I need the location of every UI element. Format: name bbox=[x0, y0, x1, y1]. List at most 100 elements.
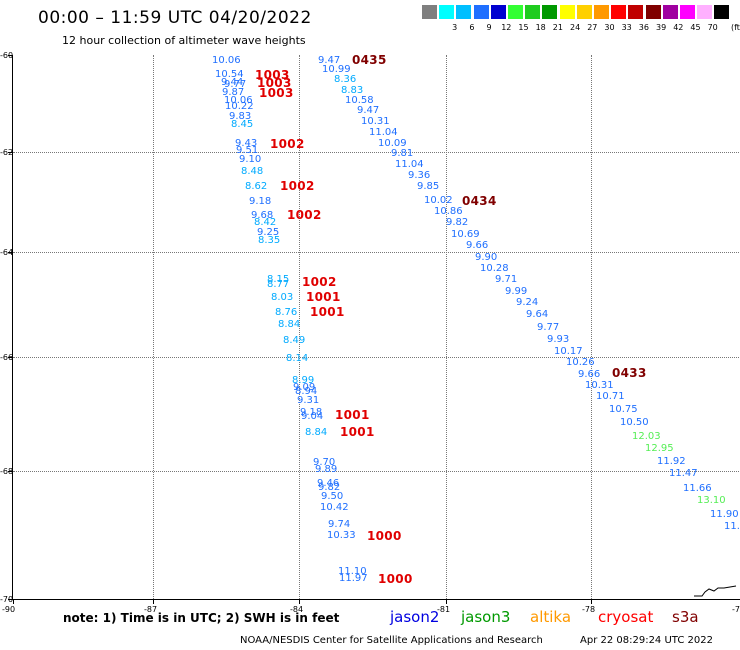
legend-swatch bbox=[422, 5, 437, 19]
wave-height-value: 8.45 bbox=[231, 119, 254, 130]
wave-height-value: 8.76 bbox=[275, 307, 298, 318]
wave-height-value: 11.92 bbox=[657, 456, 686, 467]
wave-height-value: 8.15 bbox=[267, 274, 290, 285]
legend-label: 18 bbox=[535, 23, 546, 32]
legend-label: 12 bbox=[501, 23, 512, 32]
legend-swatch bbox=[456, 5, 472, 19]
wave-height-value: 9.51 bbox=[236, 145, 259, 156]
wave-height-value: 9.83 bbox=[229, 111, 252, 122]
wave-height-value: 9.77 bbox=[537, 322, 560, 333]
lon-tick bbox=[446, 599, 447, 604]
wave-height-value: 9.46 bbox=[317, 478, 340, 489]
legend-label: 70 bbox=[707, 23, 718, 32]
pass-label: 0434 bbox=[462, 194, 497, 208]
lon-tick bbox=[153, 599, 154, 604]
wave-height-value: 9.24 bbox=[516, 297, 539, 308]
wave-height-value: 11.04 bbox=[395, 159, 424, 170]
legend-swatch bbox=[490, 5, 506, 19]
pass-label: 0433 bbox=[612, 366, 647, 380]
mission-jason3: jason3 bbox=[461, 608, 511, 626]
lon-tick bbox=[299, 599, 300, 604]
legend-swatch bbox=[576, 5, 592, 19]
wave-height-value: 11.90 bbox=[710, 509, 739, 520]
legend-label: 36 bbox=[638, 23, 649, 32]
lat-label: -62 bbox=[0, 148, 14, 157]
wave-height-value: 8.99 bbox=[292, 375, 315, 386]
wave-height-value: 10.71 bbox=[596, 391, 625, 402]
wave-height-value: 11.47 bbox=[669, 468, 698, 479]
mission-cryosat: cryosat bbox=[598, 608, 654, 626]
legend-label: 45 bbox=[690, 23, 701, 32]
pass-label: 1002 bbox=[280, 179, 315, 193]
legend-swatch bbox=[473, 5, 489, 19]
wave-height-value: 10.86 bbox=[434, 206, 463, 217]
mission-jason2: jason2 bbox=[390, 608, 440, 626]
legend-swatch bbox=[645, 5, 661, 19]
lat-gridline bbox=[13, 357, 740, 358]
legend-label: 21 bbox=[552, 23, 563, 32]
legend-swatch bbox=[628, 5, 644, 19]
lat-tick bbox=[8, 357, 13, 358]
lon-gridline bbox=[299, 55, 300, 599]
wave-height-value: 9.25 bbox=[257, 227, 280, 238]
wave-height-value: 9.47 bbox=[318, 55, 341, 66]
wave-height-value: 9.66 bbox=[578, 369, 601, 380]
legend-label: 3 bbox=[452, 23, 458, 32]
pass-label: 1000 bbox=[378, 572, 413, 586]
generated-timestamp: Apr 22 08:29:24 UTC 2022 bbox=[580, 635, 713, 646]
legend-swatch bbox=[559, 5, 575, 19]
wave-height-value: 10.31 bbox=[585, 380, 614, 391]
lon-label: -78 bbox=[582, 605, 596, 614]
wave-height-value: 9.47 bbox=[357, 105, 380, 116]
wave-height-value: 10.17 bbox=[554, 346, 583, 357]
lat-tick bbox=[8, 471, 13, 472]
wave-height-value: 11.97 bbox=[339, 573, 368, 584]
wave-height-value: 9.31 bbox=[297, 395, 320, 406]
wave-height-value: 9.77 bbox=[224, 79, 247, 90]
mission-s3a: s3a bbox=[672, 608, 699, 626]
legend-swatch bbox=[680, 5, 695, 19]
legend-label: 15 bbox=[518, 23, 529, 32]
pass-label: 1002 bbox=[270, 137, 305, 151]
wave-height-value: 10.33 bbox=[327, 530, 356, 541]
wave-height-value: 10.31 bbox=[361, 116, 390, 127]
wave-height-value: 10.09 bbox=[378, 138, 407, 149]
legend-label: 24 bbox=[570, 23, 581, 32]
legend-unit: (ft) bbox=[731, 23, 740, 32]
pass-label: 1002 bbox=[302, 275, 337, 289]
lat-tick bbox=[8, 152, 13, 153]
wave-height-value: 9.09 bbox=[293, 382, 316, 393]
pass-label: 1001 bbox=[335, 408, 370, 422]
wave-height-value: 8.94 bbox=[295, 386, 318, 397]
wave-height-value: 8.83 bbox=[341, 85, 364, 96]
legend-swatch bbox=[508, 5, 523, 19]
wave-height-value: 9.43 bbox=[235, 138, 258, 149]
footer-note: note: 1) Time is in UTC; 2) SWH is in fe… bbox=[63, 611, 340, 625]
lat-tick bbox=[8, 252, 13, 253]
lat-label: -68 bbox=[0, 467, 14, 476]
legend-swatch bbox=[714, 5, 730, 19]
lat-label: -64 bbox=[0, 248, 14, 257]
lon-gridline bbox=[446, 55, 447, 599]
wave-height-value: 8.48 bbox=[241, 166, 264, 177]
pass-label: 1000 bbox=[367, 529, 402, 543]
lon-gridline bbox=[591, 55, 592, 599]
legend-swatch bbox=[697, 5, 713, 19]
wave-height-value: 9.82 bbox=[318, 482, 341, 493]
wave-height-value: 9.70 bbox=[313, 457, 336, 468]
lat-label: -60 bbox=[0, 51, 14, 60]
wave-height-value: 8.84 bbox=[278, 319, 301, 330]
wave-height-value: 11. bbox=[724, 521, 740, 532]
wave-height-value: 9.74 bbox=[328, 519, 351, 530]
wave-height-value: 10.06 bbox=[212, 55, 241, 66]
wave-height-value: 10.54 bbox=[215, 69, 244, 80]
legend-swatch bbox=[525, 5, 541, 19]
wave-height-value: 9.85 bbox=[417, 181, 440, 192]
wave-height-value: 12.95 bbox=[645, 443, 674, 454]
wave-height-value: 9.81 bbox=[391, 148, 414, 159]
wave-height-value: 8.84 bbox=[305, 427, 328, 438]
legend-label: 27 bbox=[587, 23, 598, 32]
lon-tick bbox=[591, 599, 592, 604]
wave-height-value: 9.66 bbox=[466, 240, 489, 251]
map-subtitle: 12 hour collection of altimeter wave hei… bbox=[62, 34, 306, 47]
